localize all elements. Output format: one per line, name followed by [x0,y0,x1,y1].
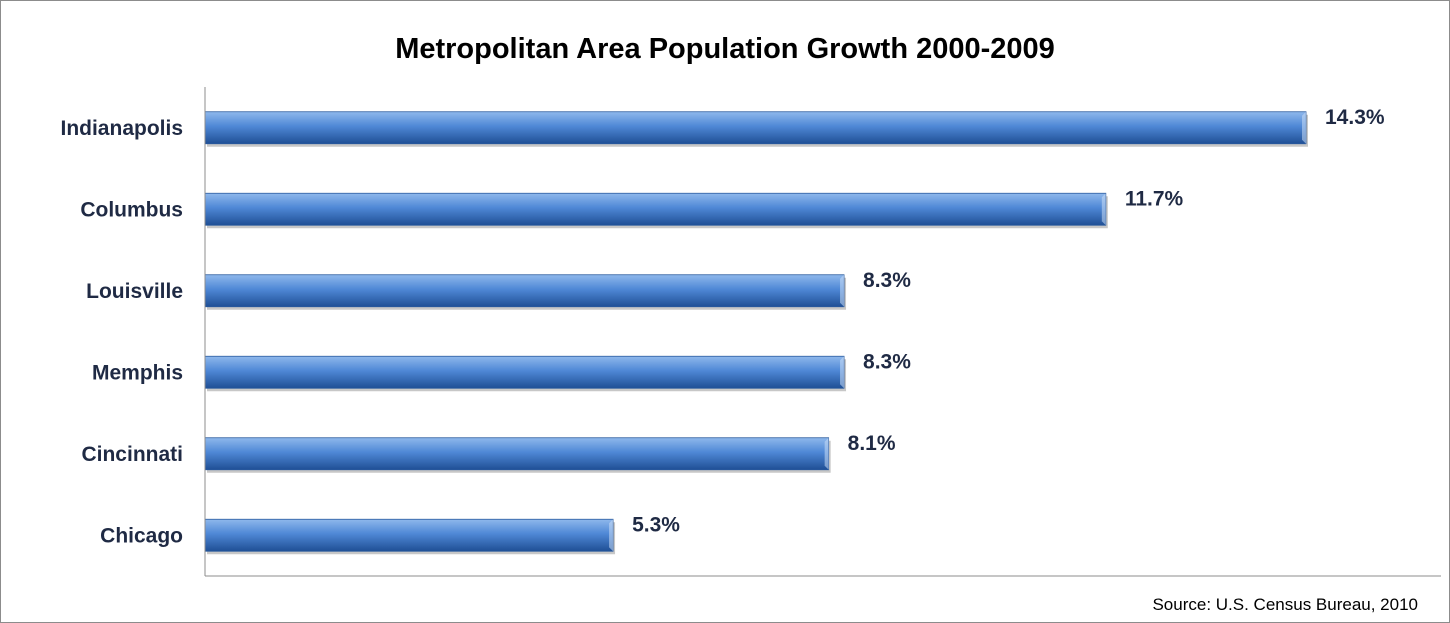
bar [204,518,614,552]
bar [204,437,830,471]
category-label: Cincinnati [81,443,183,466]
category-label: Columbus [80,198,183,221]
bar-group-louisville: Louisville 8.3% [86,269,911,310]
data-label: 11.7% [1125,187,1184,210]
bar-end-bevel [609,519,614,552]
data-label: 5.3% [632,513,680,536]
chart-title: Metropolitan Area Population Growth 2000… [395,33,1055,65]
bar-group-indianapolis: Indianapolis 14.3% [60,106,1385,147]
category-label: Memphis [92,361,183,384]
bar-end-bevel [1101,193,1106,226]
bar-end-bevel [824,437,829,470]
source-note: Source: U.S. Census Bureau, 2010 [1152,595,1418,614]
data-label: 8.3% [863,269,911,292]
data-label: 8.3% [863,350,911,373]
category-label: Louisville [86,280,183,303]
bar-end-bevel [1302,111,1306,144]
bar [204,274,845,308]
data-label: 8.1% [848,432,896,455]
bar-end-bevel [840,356,845,389]
bar [204,192,1107,226]
category-label: Chicago [100,524,183,547]
bar [204,355,845,389]
bar-group-columbus: Columbus 11.7% [80,187,1184,229]
bars-layer: Indianapolis 14.3% Columbus 11.7% Louisville… [60,106,1385,555]
category-label: Indianapolis [60,117,183,140]
bar [204,111,1307,145]
data-label: 14.3% [1325,106,1385,129]
bar-group-cincinnati: Cincinnati 8.1% [81,432,896,473]
bar-group-chicago: Chicago 5.3% [100,513,680,555]
bar-end-bevel [840,274,845,307]
bar-group-memphis: Memphis 8.3% [92,350,911,392]
